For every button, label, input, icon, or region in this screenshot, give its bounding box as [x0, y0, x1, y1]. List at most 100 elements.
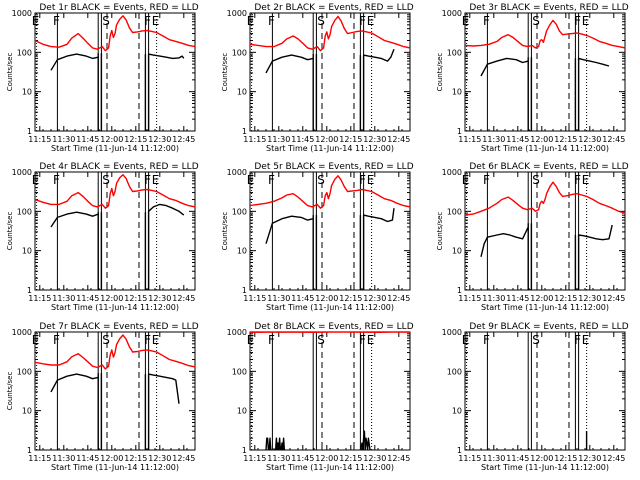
y-axis-label: Counts/sec	[6, 212, 14, 251]
plot-area	[250, 332, 410, 450]
time-marker-label: E	[462, 333, 470, 347]
x-tick-label: 11:30	[52, 135, 75, 144]
plot-frame	[249, 12, 411, 132]
chart-panel-det-3: Det 3r BLACK = Events, RED = LLD 1 10 100 10…	[436, 3, 629, 153]
x-tick-label: 12:15	[339, 294, 362, 303]
y-axis-label: Counts/sec	[6, 372, 14, 411]
events-series-line	[144, 53, 185, 131]
x-tick-label: 11:30	[482, 454, 505, 463]
x-axis-label: Start Time (11-Jun-14 11:12:00)	[51, 144, 179, 153]
events-series-line	[359, 208, 395, 290]
x-tick-label: 12:15	[554, 454, 577, 463]
x-tick-label: 12:45	[387, 454, 410, 463]
x-tick-label: 12:00	[100, 294, 123, 303]
x-tick-label: 12:00	[530, 454, 553, 463]
plot-frame	[249, 331, 411, 451]
x-tick-label: 12:00	[315, 454, 338, 463]
y-tick-label: 1	[457, 446, 462, 455]
time-marker-label: F	[359, 14, 366, 28]
x-axis-label: Start Time (11-Jun-14 11:12:00)	[266, 144, 394, 153]
x-tick-label: 12:30	[148, 294, 171, 303]
x-axis-label: Start Time (11-Jun-14 11:12:00)	[51, 463, 179, 472]
y-tick-label: 1000	[12, 168, 32, 177]
x-tick-label: 12:30	[578, 135, 601, 144]
events-series-line	[359, 430, 371, 450]
chart-title: Det 9r BLACK = Events, RED = LLD	[469, 322, 628, 332]
y-tick-label: 100	[17, 207, 32, 216]
x-tick-label: 12:15	[554, 294, 577, 303]
x-tick-label: 11:15	[458, 135, 481, 144]
y-tick-label: 1	[27, 127, 32, 136]
x-tick-label: 11:30	[52, 294, 75, 303]
x-tick-label: 11:45	[506, 294, 529, 303]
time-marker-label: S	[317, 173, 325, 187]
time-marker-label: E	[582, 173, 590, 187]
x-tick-label: 11:45	[76, 294, 99, 303]
plot-frame	[249, 171, 411, 291]
events-series-line	[312, 215, 318, 290]
y-tick-label: 1000	[442, 9, 462, 18]
x-tick-label: 12:30	[363, 294, 386, 303]
x-tick-label: 12:45	[602, 454, 625, 463]
x-tick-label: 12:45	[602, 135, 625, 144]
y-tick-label: 10	[237, 247, 247, 256]
chart-panel-det-9: Det 9r BLACK = Events, RED = LLD 1 10 100 10…	[442, 322, 629, 472]
x-axis-label: Start Time (11-Jun-14 11:12:00)	[266, 303, 394, 312]
events-series-line	[312, 54, 318, 131]
x-tick-label: 11:45	[76, 135, 99, 144]
x-tick-label: 11:15	[28, 294, 51, 303]
y-tick-label: 10	[452, 88, 462, 97]
x-axis-label: Start Time (11-Jun-14 11:12:00)	[51, 303, 179, 312]
plot-area	[466, 332, 588, 450]
time-marker-label: F	[574, 14, 581, 28]
x-axis-label: Start Time (11-Jun-14 11:12:00)	[266, 463, 394, 472]
time-marker-label: F	[268, 333, 275, 347]
x-tick-label: 12:15	[124, 135, 147, 144]
y-tick-label: 1	[242, 446, 247, 455]
lld-series-line	[35, 334, 195, 370]
y-tick-label: 1	[27, 286, 32, 295]
time-marker-label: F	[53, 14, 60, 28]
y-tick-label: 10	[237, 407, 247, 416]
lld-series-line	[250, 15, 410, 52]
time-marker-label: E	[367, 14, 375, 28]
y-tick-label: 1000	[442, 328, 462, 337]
chart-title: Det 5r BLACK = Events, RED = LLD	[254, 162, 413, 172]
x-tick-label: 12:45	[172, 454, 195, 463]
chart-title: Det 4r BLACK = Events, RED = LLD	[39, 162, 198, 172]
y-tick-label: 1	[457, 127, 462, 136]
x-tick-label: 11:15	[458, 294, 481, 303]
y-tick-label: 1000	[442, 168, 462, 177]
x-tick-label: 11:45	[291, 135, 314, 144]
events-series-line	[527, 223, 533, 290]
x-tick-label: 12:30	[578, 294, 601, 303]
x-tick-label: 12:45	[387, 135, 410, 144]
y-tick-label: 1	[27, 446, 32, 455]
time-marker-label: F	[483, 14, 490, 28]
x-tick-label: 12:15	[554, 135, 577, 144]
time-marker-label: E	[582, 14, 590, 28]
events-series-line	[359, 48, 395, 131]
plot-area	[465, 172, 625, 290]
x-tick-label: 11:15	[243, 294, 266, 303]
y-tick-label: 10	[22, 407, 32, 416]
x-tick-label: 12:30	[148, 454, 171, 463]
x-tick-label: 12:30	[148, 135, 171, 144]
time-marker-label: F	[268, 14, 275, 28]
time-marker-label: F	[359, 333, 366, 347]
time-marker-label: S	[317, 14, 325, 28]
x-tick-label: 12:00	[100, 135, 123, 144]
y-tick-label: 100	[232, 207, 247, 216]
y-axis-label: Counts/sec	[436, 212, 444, 251]
lld-series-line	[465, 181, 625, 216]
chart-panel-det-7: Det 7r BLACK = Events, RED = LLD 1 10 100 10…	[6, 322, 199, 472]
x-tick-label: 11:45	[506, 454, 529, 463]
time-marker-label: F	[268, 173, 275, 187]
chart-title: Det 7r BLACK = Events, RED = LLD	[39, 322, 198, 332]
plot-area	[465, 13, 625, 131]
x-tick-label: 12:15	[124, 454, 147, 463]
y-tick-label: 1	[242, 127, 247, 136]
y-tick-label: 10	[452, 407, 462, 416]
time-marker-label: E	[367, 173, 375, 187]
time-marker-label: S	[532, 173, 540, 187]
